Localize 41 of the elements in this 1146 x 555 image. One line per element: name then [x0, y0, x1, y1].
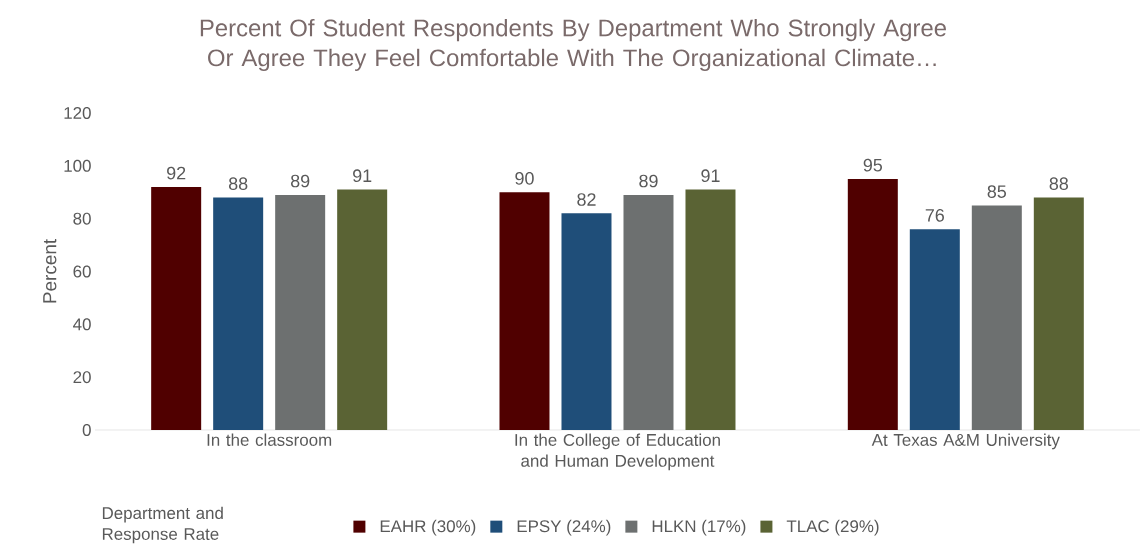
- y-tick-label: 100: [64, 159, 91, 172]
- x-tick-label: In the classroom: [207, 433, 332, 446]
- data-label: 91: [701, 169, 720, 183]
- legend-title: Department and Response Rate: [102, 506, 223, 544]
- y-tick-label: 60: [73, 265, 91, 278]
- bar: [685, 189, 736, 430]
- data-label: 89: [639, 174, 658, 188]
- data-label: 82: [577, 193, 596, 206]
- data-label: 91: [353, 169, 372, 183]
- bar: [847, 179, 898, 430]
- legend-label: EAHR (30%): [380, 519, 476, 536]
- y-tick-label: 0: [82, 423, 91, 436]
- bar: [499, 192, 550, 430]
- chart-title: Percent Of Student Respondents By Department Who Strongly Agree Or Agree They Feel Comfortable With The Organizational Climate…: [200, 18, 946, 72]
- data-label: 92: [167, 166, 186, 180]
- legend-label: EPSY (24%): [517, 519, 611, 536]
- data-label: 88: [1049, 177, 1069, 190]
- data-label: 76: [925, 208, 944, 222]
- x-tick-label: At Texas A&M University: [871, 433, 1060, 450]
- y-tick-label: 80: [73, 212, 91, 225]
- bar: [337, 189, 388, 430]
- bar: [561, 213, 612, 430]
- bar: [275, 194, 326, 430]
- bar: [971, 205, 1022, 430]
- y-tick-label: 40: [73, 318, 91, 331]
- bar: [151, 186, 202, 430]
- x-tick-label: In the College of Education and Human Development: [515, 433, 720, 471]
- data-label: 90: [515, 172, 534, 185]
- y-tick-label: 120: [64, 106, 91, 119]
- data-label: 85: [987, 185, 1007, 198]
- legend-label: HLKN (17%): [652, 519, 746, 536]
- bar: [213, 197, 264, 430]
- y-tick-label: 20: [73, 371, 91, 384]
- data-label: 95: [863, 158, 883, 172]
- bar: [1033, 197, 1084, 430]
- data-label: 89: [290, 174, 310, 188]
- bar: [909, 229, 960, 430]
- y-axis-title: Percent: [43, 239, 57, 303]
- bar: [623, 194, 674, 430]
- legend-label: TLAC (29%): [786, 519, 879, 536]
- data-label: 88: [228, 177, 248, 190]
